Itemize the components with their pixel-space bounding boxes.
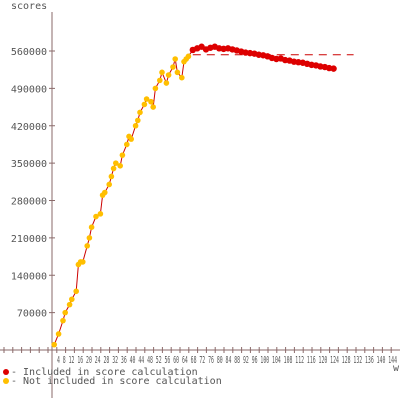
data-point bbox=[117, 162, 123, 169]
data-point bbox=[80, 259, 86, 265]
data-point bbox=[132, 122, 139, 129]
data-point bbox=[113, 160, 119, 166]
y-tick-label: 490000 bbox=[11, 84, 47, 95]
data-point bbox=[137, 109, 143, 116]
data-point bbox=[159, 69, 165, 76]
data-point bbox=[135, 117, 141, 124]
data-point bbox=[157, 77, 163, 84]
data-point bbox=[66, 301, 73, 308]
data-point bbox=[170, 64, 176, 70]
data-point bbox=[110, 165, 117, 172]
data-point bbox=[106, 181, 112, 188]
y-tick-label: 70000 bbox=[17, 309, 47, 320]
data-point bbox=[330, 65, 337, 72]
y-tick-label: 420000 bbox=[11, 122, 47, 133]
data-point bbox=[172, 56, 178, 62]
y-axis-title: scores bbox=[11, 1, 47, 12]
data-point bbox=[128, 136, 134, 142]
data-point bbox=[93, 213, 99, 220]
y-tick-label: 560000 bbox=[11, 47, 47, 58]
y-tick-label: 210000 bbox=[11, 234, 47, 245]
data-point bbox=[108, 173, 115, 180]
data-point bbox=[141, 101, 148, 108]
data-point bbox=[84, 243, 90, 249]
legend-label-included: - Included in score calculation bbox=[11, 367, 198, 378]
data-point bbox=[97, 211, 104, 217]
data-point bbox=[185, 53, 192, 60]
legend-label-not-included: - Not included in score calculation bbox=[11, 376, 222, 387]
data-point bbox=[69, 296, 75, 303]
data-point bbox=[88, 224, 95, 230]
x-axis-title: w bbox=[393, 363, 400, 374]
data-point bbox=[163, 80, 170, 86]
data-point bbox=[102, 189, 108, 196]
data-point bbox=[150, 104, 156, 110]
data-point bbox=[179, 74, 185, 81]
data-point bbox=[62, 309, 68, 316]
series-line bbox=[53, 46, 334, 345]
legend-marker-not-included bbox=[3, 378, 9, 384]
data-point bbox=[174, 69, 181, 76]
data-point bbox=[143, 96, 150, 102]
x-tick-labels: 4 8 12 16 20 24 28 32 36 40 44 48 52 56 … bbox=[57, 355, 397, 366]
data-point bbox=[165, 72, 172, 78]
chart-marks bbox=[51, 43, 337, 348]
data-point bbox=[152, 85, 159, 92]
data-point bbox=[86, 235, 93, 241]
legend-marker-included bbox=[3, 369, 9, 375]
data-point bbox=[60, 317, 66, 324]
y-ticks: 70000 140000 210000 280000 350000 420000 49000… bbox=[11, 47, 55, 320]
data-point bbox=[148, 98, 154, 105]
data-point bbox=[119, 152, 126, 158]
data-point bbox=[73, 288, 79, 295]
data-point bbox=[124, 141, 130, 148]
y-tick-label: 280000 bbox=[11, 197, 47, 208]
legend: - Included in score calculation - Not in… bbox=[3, 367, 222, 387]
data-point bbox=[51, 341, 57, 348]
data-point bbox=[55, 331, 62, 337]
y-tick-label: 140000 bbox=[11, 271, 47, 282]
y-tick-label: 350000 bbox=[11, 159, 47, 170]
